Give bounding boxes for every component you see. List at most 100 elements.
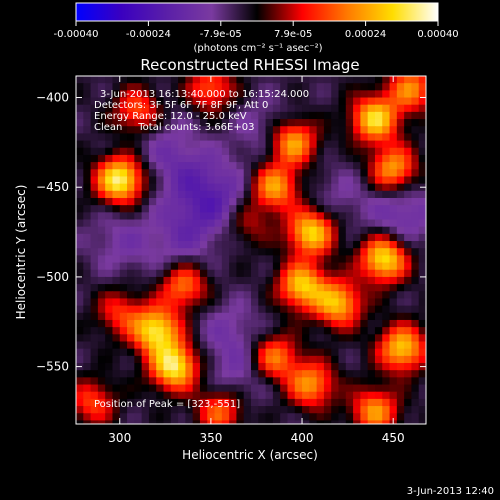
heatmap-cell: [418, 104, 426, 113]
x-tick-label: 450: [382, 431, 405, 445]
heatmap-cell: [360, 147, 369, 156]
heatmap-cell: [265, 190, 274, 199]
heatmap-cell: [214, 226, 223, 235]
heatmap-cell: [287, 269, 296, 278]
heatmap-cell: [287, 190, 296, 199]
heatmap-cell: [396, 262, 405, 271]
heatmap-cell: [272, 154, 281, 163]
heatmap-cell: [338, 291, 347, 300]
heatmap-cell: [229, 413, 238, 422]
heatmap-cell: [156, 233, 165, 242]
heatmap-cell: [411, 97, 420, 106]
heatmap-cell: [170, 248, 179, 256]
heatmap-cell: [258, 176, 267, 185]
heatmap-cell: [316, 233, 325, 242]
heatmap-cell: [83, 420, 92, 424]
heatmap-cell: [163, 248, 172, 256]
heatmap-cell: [316, 377, 325, 386]
heatmap-cell: [280, 355, 289, 364]
heatmap-cell: [309, 312, 318, 321]
heatmap-cell: [258, 154, 267, 163]
heatmap-cell: [272, 90, 281, 99]
heatmap-cell: [148, 255, 157, 264]
heatmap-cell: [221, 384, 230, 393]
heatmap-cell: [127, 334, 135, 343]
heatmap-cell: [426, 133, 434, 141]
heatmap-cell: [97, 90, 106, 99]
heatmap-cell: [243, 176, 252, 185]
heatmap-cell: [287, 413, 296, 422]
heatmap-cell: [426, 241, 434, 249]
heatmap-cell: [280, 83, 289, 91]
heatmap-cell: [367, 327, 376, 335]
heatmap-cell: [411, 205, 420, 213]
heatmap-cell: [323, 76, 332, 84]
heatmap-cell: [265, 169, 274, 178]
heatmap-cell: [192, 348, 201, 357]
heatmap-cell: [302, 391, 310, 400]
heatmap-cell: [76, 276, 84, 285]
heatmap-cell: [163, 176, 172, 185]
heatmap-cell: [323, 305, 332, 314]
heatmap-cell: [272, 312, 281, 321]
heatmap-cell: [207, 133, 216, 142]
heatmap-cell: [272, 348, 281, 357]
heatmap-cell: [345, 140, 354, 149]
heatmap-cell: [156, 226, 165, 235]
heatmap-cell: [185, 384, 194, 393]
heatmap-cell: [265, 111, 274, 120]
heatmap-cell: [112, 262, 121, 271]
heatmap-cell: [105, 212, 114, 221]
heatmap-cell: [199, 226, 208, 235]
heatmap-cell: [163, 169, 172, 178]
heatmap-cell: [97, 391, 106, 400]
heatmap-cell: [287, 154, 296, 163]
heatmap-cell: [426, 176, 434, 184]
heatmap-cell: [207, 413, 216, 422]
heatmap-cell: [178, 197, 186, 206]
heatmap-cell: [258, 226, 267, 235]
heatmap-cell: [345, 241, 354, 249]
heatmap-cell: [294, 154, 303, 163]
heatmap-cell: [214, 162, 223, 170]
heatmap-cell: [134, 291, 143, 300]
heatmap-cell: [221, 76, 230, 84]
heatmap-cell: [323, 355, 332, 364]
heatmap-cell: [382, 241, 391, 249]
heatmap-cell: [156, 428, 164, 436]
heatmap-cell: [280, 312, 289, 321]
heatmap-cell: [156, 205, 165, 213]
heatmap-cell: [258, 377, 267, 386]
heatmap-cell: [411, 298, 420, 307]
heatmap-cell: [331, 83, 340, 91]
heatmap-cell: [90, 348, 99, 357]
heatmap-cell: [90, 104, 99, 113]
heatmap-cell: [374, 162, 383, 170]
heatmap-cell: [178, 248, 186, 256]
heatmap-cell: [345, 233, 354, 242]
heatmap-cell: [148, 391, 157, 400]
heatmap-cell: [221, 97, 230, 106]
heatmap-cell: [97, 284, 106, 292]
heatmap-cell: [97, 406, 106, 414]
heatmap-cell: [236, 197, 245, 206]
heatmap-cell: [345, 205, 354, 213]
heatmap-cell: [360, 327, 369, 335]
heatmap-cell: [236, 140, 245, 149]
heatmap-cell: [236, 162, 245, 170]
heatmap-cell: [316, 226, 325, 235]
heatmap-cell: [236, 377, 245, 386]
heatmap-cell: [360, 284, 369, 292]
heatmap-cell: [141, 319, 150, 328]
heatmap-cell: [214, 219, 223, 228]
heatmap-cell: [374, 241, 383, 249]
heatmap-cell: [105, 76, 114, 84]
heatmap-cell: [374, 119, 383, 127]
heatmap-cell: [112, 76, 121, 84]
heatmap-cell: [199, 176, 208, 185]
heatmap-cell: [258, 219, 267, 228]
heatmap-cell: [251, 97, 259, 106]
heatmap-cell: [360, 83, 369, 91]
heatmap-cell: [338, 226, 347, 235]
heatmap-cell: [163, 83, 172, 91]
